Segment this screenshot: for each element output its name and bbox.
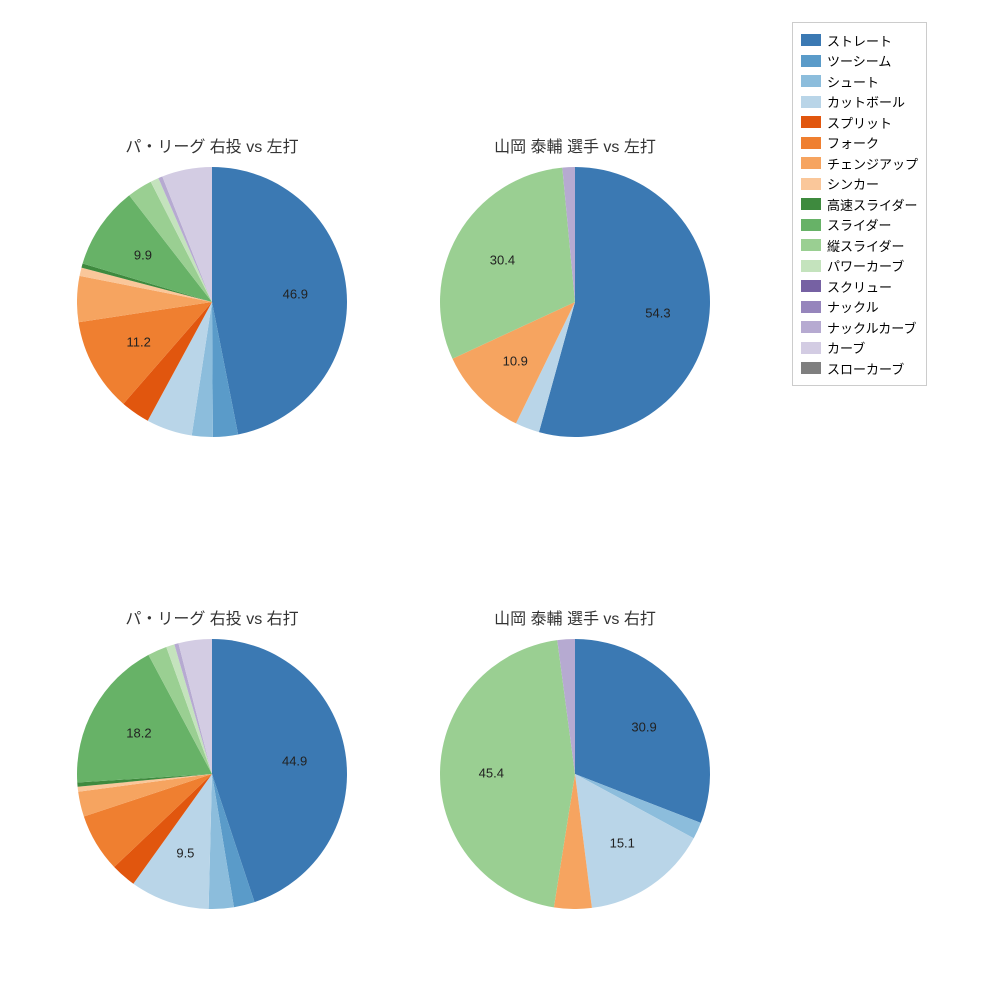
legend-label: 縦スライダー	[827, 236, 904, 255]
legend-item: スクリュー	[801, 277, 918, 296]
pie-chart-top-left: パ・リーグ 右投 vs 左打46.911.29.9	[77, 167, 347, 437]
slice-label: 30.4	[490, 253, 515, 268]
legend-item: ナックルカーブ	[801, 318, 918, 337]
legend-swatch	[801, 260, 821, 272]
legend-item: カットボール	[801, 92, 918, 111]
slice-label: 11.2	[126, 335, 150, 350]
legend-item: ストレート	[801, 31, 918, 50]
slice-label: 9.5	[176, 846, 194, 861]
slice-label: 44.9	[282, 753, 307, 768]
legend-label: スクリュー	[827, 277, 892, 296]
legend-label: シンカー	[827, 174, 879, 193]
pie-chart-top-right: 山岡 泰輔 選手 vs 左打54.310.930.4	[440, 167, 710, 437]
legend-swatch	[801, 34, 821, 46]
legend-swatch	[801, 321, 821, 333]
legend-swatch	[801, 198, 821, 210]
legend-label: パワーカーブ	[827, 256, 904, 275]
legend-item: 高速スライダー	[801, 195, 918, 214]
slice-label: 46.9	[283, 286, 308, 301]
legend-label: 高速スライダー	[827, 195, 917, 214]
chart-title: パ・リーグ 右投 vs 右打	[77, 605, 347, 629]
legend-swatch	[801, 55, 821, 67]
pie-svg	[440, 167, 710, 437]
legend-label: カットボール	[827, 92, 905, 111]
legend-item: パワーカーブ	[801, 256, 918, 275]
legend-label: カーブ	[827, 338, 865, 357]
legend-item: ツーシーム	[801, 51, 918, 70]
chart-title: 山岡 泰輔 選手 vs 右打	[440, 605, 710, 629]
pie-chart-bottom-left: パ・リーグ 右投 vs 右打44.99.518.2	[77, 639, 347, 909]
legend-label: スローカーブ	[827, 359, 904, 378]
legend-item: 縦スライダー	[801, 236, 918, 255]
pie-chart-bottom-right: 山岡 泰輔 選手 vs 右打30.915.145.4	[440, 639, 710, 909]
legend-label: スライダー	[827, 215, 891, 234]
slice-label: 10.9	[503, 353, 528, 368]
slice-label: 18.2	[126, 726, 151, 741]
legend-swatch	[801, 342, 821, 354]
legend-item: シンカー	[801, 174, 918, 193]
legend-swatch	[801, 219, 821, 231]
slice-label: 9.9	[134, 247, 152, 262]
legend-swatch	[801, 96, 821, 108]
legend-item: スローカーブ	[801, 359, 918, 378]
legend-item: スプリット	[801, 113, 918, 132]
legend-label: フォーク	[827, 133, 879, 152]
legend-item: フォーク	[801, 133, 918, 152]
pie-svg	[77, 639, 347, 909]
chart-title: パ・リーグ 右投 vs 左打	[77, 133, 347, 157]
legend-label: ナックルカーブ	[827, 318, 916, 337]
legend-label: シュート	[827, 72, 879, 91]
legend-item: カーブ	[801, 338, 918, 357]
legend-label: チェンジアップ	[827, 154, 918, 173]
legend-swatch	[801, 178, 821, 190]
legend-swatch	[801, 75, 821, 87]
pie-slice	[440, 640, 575, 907]
legend-item: スライダー	[801, 215, 918, 234]
slice-label: 15.1	[610, 836, 635, 851]
legend-swatch	[801, 239, 821, 251]
legend-label: ツーシーム	[827, 51, 891, 70]
chart-title: 山岡 泰輔 選手 vs 左打	[440, 133, 710, 157]
legend-item: ナックル	[801, 297, 918, 316]
legend-swatch	[801, 157, 821, 169]
pie-slice	[212, 167, 347, 434]
legend-label: ストレート	[827, 31, 892, 50]
legend-label: ナックル	[827, 297, 879, 316]
legend-item: シュート	[801, 72, 918, 91]
legend-swatch	[801, 362, 821, 374]
slice-label: 30.9	[631, 719, 656, 734]
slice-label: 54.3	[645, 306, 670, 321]
legend-swatch	[801, 116, 821, 128]
legend: ストレートツーシームシュートカットボールスプリットフォークチェンジアップシンカー…	[792, 22, 927, 386]
slice-label: 45.4	[479, 765, 504, 780]
pie-svg	[77, 167, 347, 437]
legend-label: スプリット	[827, 113, 892, 132]
legend-item: チェンジアップ	[801, 154, 918, 173]
legend-swatch	[801, 137, 821, 149]
legend-swatch	[801, 280, 821, 292]
legend-swatch	[801, 301, 821, 313]
